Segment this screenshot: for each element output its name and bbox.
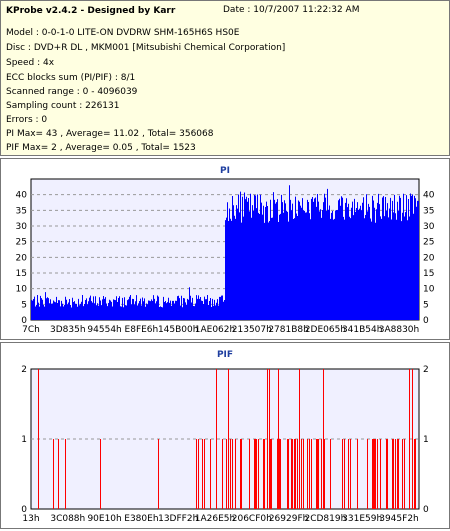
y-tick-label-right: 35 (423, 206, 434, 216)
x-tick-label: 13h (22, 514, 39, 524)
y-tick-label-left: 20 (16, 253, 28, 263)
y-tick-label-left: 30 (16, 222, 28, 232)
pi-chart-panel: PI 0 0 5 5 10 10 15 15 20 20 25 25 30 30 35 35 40 40 7Ch 3D8… (0, 158, 450, 340)
chart-title: PIF (217, 350, 233, 360)
disc-line: Disc : DVD+R DL , MKM001 [Mitsubishi Che… (6, 43, 286, 53)
x-tick-label: 341B54h (342, 325, 383, 335)
y-tick-label-right: 10 (423, 285, 435, 295)
pif-bars (38, 369, 416, 509)
y-tick-label-right: 2 (423, 365, 429, 375)
info-panel: KProbe v2.4.2 - Designed by Karr Date : … (0, 0, 450, 156)
y-tick-label-left: 40 (16, 191, 28, 201)
y-tick-label-right: 1 (423, 435, 429, 445)
y-tick-label-right: 15 (423, 269, 434, 279)
x-tick-label: 145B00h (158, 325, 199, 335)
y-tick-label-left: 10 (16, 285, 28, 295)
x-tick-label: 3C088h (50, 514, 85, 524)
y-tick-label-right: 20 (423, 253, 435, 263)
x-tick-label: 2781B8h (268, 325, 309, 335)
x-tick-label: 206CF0h (232, 514, 272, 524)
x-tick-label: 7Ch (22, 325, 40, 335)
x-tick-label: 1A26E5h (195, 514, 235, 524)
y-tick-label-left: 0 (21, 505, 27, 515)
pif-chart-panel: PIF 0 0 1 1 2 2 13h 3C088h 90E10h E380Eh 13DFF2h 1A2… (0, 342, 450, 529)
y-tick-label-left: 15 (16, 269, 27, 279)
x-tick-label: 2CD819h (304, 514, 346, 524)
chart-title: PI (220, 166, 230, 176)
y-tick-label-left: 0 (21, 316, 27, 326)
y-tick-label-right: 0 (423, 505, 429, 515)
x-tick-label: 26929Fh (269, 514, 309, 524)
y-tick-label-left: 35 (16, 206, 27, 216)
errors-line: Errors : 0 (6, 115, 48, 125)
y-tick-label-left: 1 (21, 435, 27, 445)
x-tick-label: 3A8830h (379, 325, 420, 335)
x-tick-label: 2DE065h (305, 325, 346, 335)
y-tick-label-right: 30 (423, 222, 435, 232)
model-line: Model : 0-0-1-0 LITE-ON DVDRW SHM-165H6S… (6, 28, 240, 38)
x-tick-label: E380Eh (124, 514, 158, 524)
y-tick-label-right: 0 (423, 316, 429, 326)
x-tick-label: 94554h (87, 325, 121, 335)
ecc-line: ECC blocks sum (PI/PIF) : 8/1 (6, 73, 136, 83)
y-tick-label-left: 2 (21, 365, 27, 375)
pi-chart: PI 0 0 5 5 10 10 15 15 20 20 25 25 30 30 35 35 40 40 7Ch 3D8… (16, 166, 435, 335)
x-tick-label: 331E59h (342, 514, 382, 524)
y-tick-label-left: 5 (21, 300, 27, 310)
x-tick-label: 90E10h (87, 514, 121, 524)
x-tick-label: 1AE062h (195, 325, 235, 335)
app-title: KProbe v2.4.2 - Designed by Karr (6, 6, 176, 16)
pi-bars (31, 185, 419, 320)
x-tick-label: 213507h (232, 325, 272, 335)
pif-summary-line: PIF Max= 2 , Average= 0.05 , Total= 1523 (6, 143, 196, 153)
y-tick-label-right: 5 (423, 300, 429, 310)
y-tick-label-right: 40 (423, 191, 435, 201)
scan-date: Date : 10/7/2007 11:22:32 AM (223, 5, 360, 15)
pif-chart: PIF 0 0 1 1 2 2 13h 3C088h 90E10h E380Eh 13DFF2h1A2… (21, 350, 429, 524)
x-tick-label: 3945F2h (379, 514, 419, 524)
speed-line: Speed : 4x (6, 58, 55, 68)
range-line: Scanned range : 0 - 4096039 (6, 87, 138, 97)
pi-summary-line: PI Max= 43 , Average= 11.02 , Total= 356… (6, 129, 214, 139)
y-tick-label-right: 25 (423, 238, 434, 248)
x-tick-label: 3D835h (50, 325, 86, 335)
x-tick-label: E8FE6h (125, 325, 159, 335)
y-tick-label-left: 25 (16, 238, 27, 248)
x-tick-label: 13DFF2h (158, 514, 198, 524)
sampling-line: Sampling count : 226131 (6, 101, 120, 111)
